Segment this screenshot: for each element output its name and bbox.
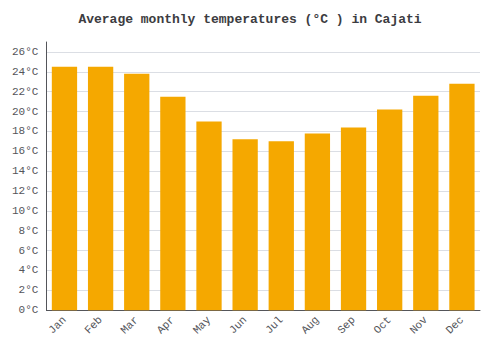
svg-text:16°C: 16°C: [12, 145, 39, 157]
svg-text:Jan: Jan: [46, 314, 68, 336]
svg-text:22°C: 22°C: [12, 86, 39, 98]
svg-text:Dec: Dec: [444, 314, 466, 336]
svg-text:20°C: 20°C: [12, 106, 39, 118]
svg-text:2°C: 2°C: [19, 284, 39, 296]
svg-text:May: May: [191, 314, 214, 337]
svg-text:Nov: Nov: [408, 314, 431, 337]
svg-text:10°C: 10°C: [12, 205, 39, 217]
svg-text:Jun: Jun: [227, 314, 249, 336]
svg-text:Average monthly temperatures (: Average monthly temperatures (°C ) in Ca…: [78, 12, 421, 27]
svg-text:12°C: 12°C: [12, 185, 39, 197]
svg-text:24°C: 24°C: [12, 66, 39, 78]
svg-text:Apr: Apr: [155, 314, 177, 336]
svg-text:Sep: Sep: [335, 314, 357, 336]
svg-text:8°C: 8°C: [19, 225, 39, 237]
svg-text:4°C: 4°C: [19, 264, 39, 276]
svg-text:Mar: Mar: [119, 314, 141, 336]
svg-text:Jul: Jul: [263, 314, 285, 336]
svg-text:18°C: 18°C: [12, 125, 39, 137]
svg-text:Aug: Aug: [299, 314, 321, 336]
svg-text:6°C: 6°C: [19, 245, 39, 257]
svg-text:26°C: 26°C: [12, 46, 39, 58]
svg-text:0°C: 0°C: [19, 304, 39, 316]
svg-text:Oct: Oct: [371, 314, 393, 336]
svg-text:Feb: Feb: [82, 314, 104, 336]
svg-text:14°C: 14°C: [12, 165, 39, 177]
